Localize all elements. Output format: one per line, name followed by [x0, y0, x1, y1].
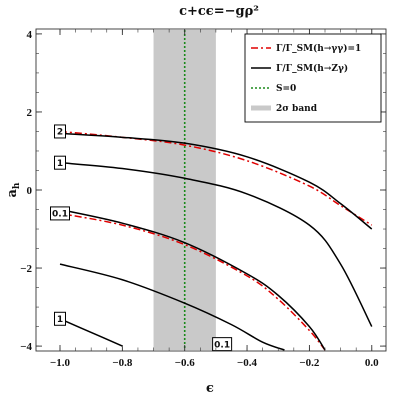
x-tick-label: −0.4 [237, 357, 258, 369]
contour-label-2: 0.1 [50, 206, 70, 221]
chart-title: c+cϵ=−gρ² [179, 4, 259, 19]
y-axis-title-main: a [5, 188, 20, 197]
svg-text:0.1: 0.1 [214, 340, 230, 350]
y-tick-label: 4 [27, 29, 33, 41]
y-tick-label: 2 [27, 107, 33, 119]
series-line-5 [59, 263, 285, 351]
y-tick-label: −4 [20, 341, 32, 353]
x-tick-label: −1.0 [50, 357, 71, 369]
contour-label-3: 1 [54, 311, 66, 326]
legend-entry-2: S=0 [251, 84, 296, 94]
series-line-6 [59, 318, 123, 347]
series-line-1 [59, 212, 326, 351]
svg-text:0.1: 0.1 [52, 210, 68, 220]
legend-entry-0: Γ/Γ_SM(h→γγ)=1 [251, 43, 361, 54]
contour-label-4: 0.1 [212, 337, 233, 352]
series-line-2 [59, 132, 373, 230]
y-axis-title: ah [5, 182, 22, 197]
svg-text:1: 1 [57, 315, 63, 325]
y-axis-title-sub: h [12, 182, 22, 189]
x-tick-label: 0.0 [365, 357, 379, 369]
legend-label: Γ/Γ_SM(h→Zγ) [276, 63, 348, 74]
svg-text:1: 1 [57, 159, 63, 169]
legend-label: 2σ band [276, 104, 318, 114]
legend-entry-3: 2σ band [251, 104, 318, 114]
svg-text:2: 2 [57, 128, 63, 138]
legend-label: Γ/Γ_SM(h→γγ)=1 [276, 43, 361, 54]
contour-label-0: 2 [54, 124, 66, 139]
series-line-4 [59, 208, 326, 351]
y-tick-label: −2 [20, 263, 32, 275]
series-line-3 [59, 161, 373, 327]
legend-entry-1: Γ/Γ_SM(h→Zγ) [251, 63, 348, 74]
legend-label: S=0 [276, 84, 296, 94]
contour-label-1: 1 [54, 155, 66, 170]
x-tick-label: −0.2 [299, 357, 320, 369]
x-tick-label: −0.6 [175, 357, 196, 369]
y-tick-label: 0 [27, 185, 33, 197]
x-axis-title: ϵ [206, 381, 214, 396]
x-tick-label: −0.8 [112, 357, 133, 369]
